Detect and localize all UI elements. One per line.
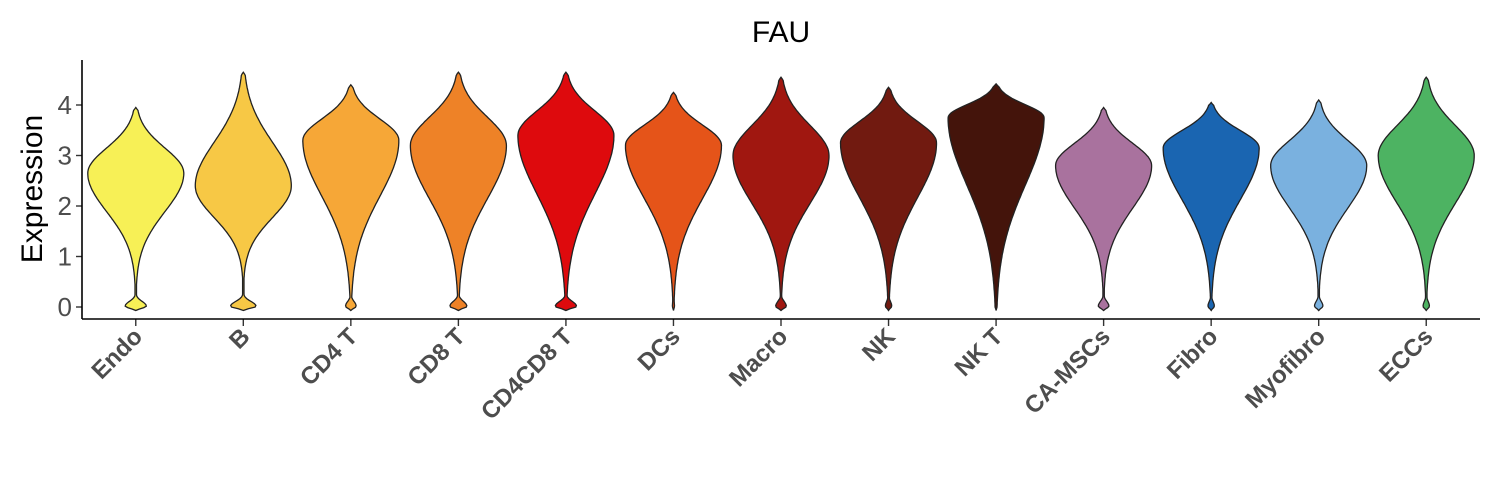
x-axis: Endo B CD4 T CD8 T CD4CD8 T DCs Macro NK NK T CA-… (86, 319, 1438, 425)
x-tick-label: Fibro (1162, 323, 1224, 385)
x-tick-label: Myofibro (1240, 323, 1331, 414)
violin-cd8-t (409, 71, 508, 312)
x-tick-label: Macro (724, 323, 793, 392)
violin-eccs (1377, 76, 1475, 312)
y-axis: 0 1 2 3 4 (58, 90, 82, 322)
x-tick-label: DCs (633, 323, 686, 376)
violin-cd4-t (302, 83, 400, 312)
chart-title: FAU (752, 16, 810, 49)
y-tick-label: 3 (58, 141, 72, 171)
violin-endo (87, 106, 185, 312)
violin-myofibro (1270, 98, 1368, 312)
x-tick-label: Endo (86, 323, 148, 385)
x-tick-label: ECCs (1374, 323, 1438, 387)
violin-group (87, 71, 1475, 312)
x-tick-label: CD4 T (295, 323, 363, 391)
violin-cd4cd8-t (517, 71, 615, 312)
x-tick-label: CD8 T (403, 323, 471, 391)
y-tick-label: 0 (58, 292, 72, 322)
y-tick-label: 4 (58, 90, 72, 120)
y-tick-label: 2 (58, 191, 72, 221)
x-tick-label: NK (857, 323, 901, 367)
y-axis-label: Expression (16, 115, 49, 263)
x-tick-label: CD4CD8 T (476, 323, 578, 425)
y-tick-label: 1 (58, 242, 72, 272)
x-tick-label: CA-MSCs (1019, 323, 1115, 419)
x-tick-label: NK T (950, 323, 1009, 382)
violin-macro (732, 76, 830, 312)
violin-fibro (1162, 101, 1260, 312)
violin-b (194, 71, 292, 312)
x-tick-label: B (224, 323, 255, 354)
violin-dcs (624, 91, 723, 311)
violin-nk-t (947, 82, 1045, 311)
violin-ca-mscs (1054, 106, 1153, 312)
violin-nk (839, 86, 938, 312)
